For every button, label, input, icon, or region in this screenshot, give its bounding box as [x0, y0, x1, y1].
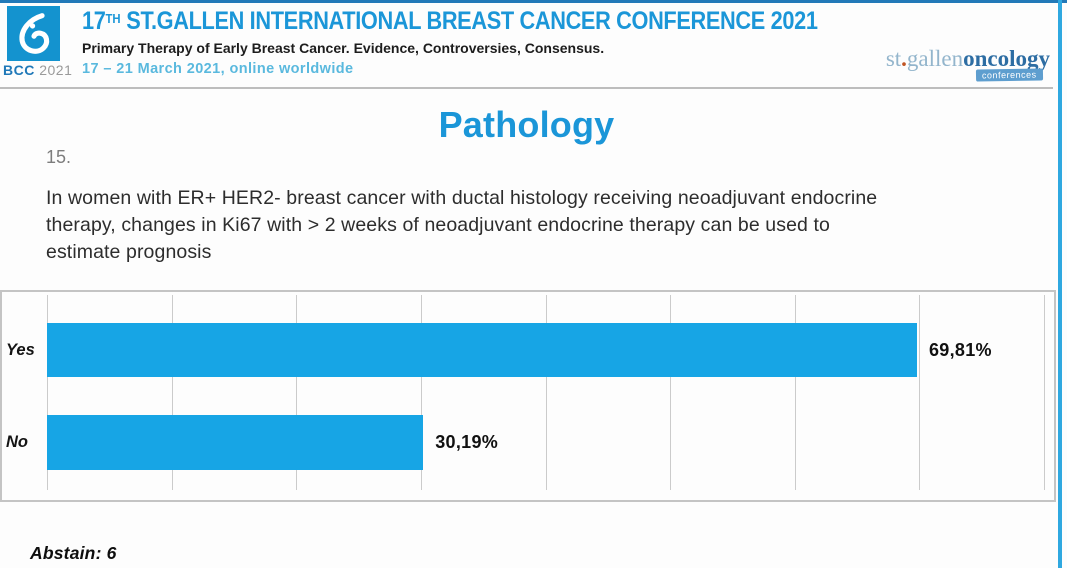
gridline [1044, 295, 1045, 490]
question-line: In women with ER+ HER2- breast cancer wi… [46, 187, 878, 209]
stgallen-oncology-logo: st.gallenoncology [855, 46, 1050, 72]
drop-icon [18, 12, 49, 54]
brand-st: st [885, 46, 902, 71]
abstain-count: Abstain: 6 [30, 543, 117, 563]
conference-dates: 17 – 21 March 2021, online worldwide [82, 61, 354, 77]
gridline [919, 295, 921, 490]
conferences-badge: conferences [975, 68, 1043, 82]
conference-subtitle: Primary Therapy of Early Breast Cancer. … [82, 40, 605, 56]
conference-title-block: 17TH ST.GALLEN INTERNATIONAL BREAST CANC… [82, 7, 928, 36]
bar-row-yes: 69,81% [47, 323, 1044, 377]
title-superscript: TH [105, 11, 121, 26]
brand-gallen: gallen [906, 46, 964, 71]
page-title: Pathology [438, 104, 615, 145]
bcc-logo-caption: BCC 2021 [3, 62, 79, 78]
gridline [296, 295, 298, 490]
gridline [545, 295, 547, 490]
question-text: In women with ER+ HER2- breast cancer wi… [46, 185, 1026, 266]
gridline [420, 295, 422, 490]
question-line: therapy, changes in Ki67 with > 2 weeks … [46, 214, 830, 236]
bcc-year: 2021 [39, 62, 73, 78]
gridline [794, 295, 796, 490]
gridline [171, 295, 173, 490]
bcc-label: BCC [3, 62, 35, 78]
conference-title: 17TH ST.GALLEN INTERNATIONAL BREAST CANC… [82, 7, 818, 35]
plot-area [47, 295, 1045, 490]
question-line: estimate prognosis [46, 241, 212, 263]
bcc-logo [7, 6, 60, 61]
category-label-no: No [6, 433, 28, 451]
bar-row-no: 30,19% [47, 415, 1044, 470]
gridline [670, 295, 672, 490]
category-label-yes: Yes [6, 340, 35, 359]
window-top-edge [0, 0, 1067, 3]
question-number: 15. [46, 147, 72, 167]
bar-value-yes: 69,81% [929, 339, 992, 360]
gridline [47, 295, 48, 490]
bar-value-no: 30,19% [435, 432, 499, 452]
window-right-edge [1058, 0, 1062, 568]
brand-dot: . [901, 46, 907, 71]
brand-oncology: oncology [963, 46, 1050, 71]
bar-no [47, 415, 424, 470]
bar-yes [47, 323, 917, 377]
poll-results-chart: Yes No 69,81% 30,19% [0, 290, 1056, 502]
header-divider [0, 87, 1053, 89]
